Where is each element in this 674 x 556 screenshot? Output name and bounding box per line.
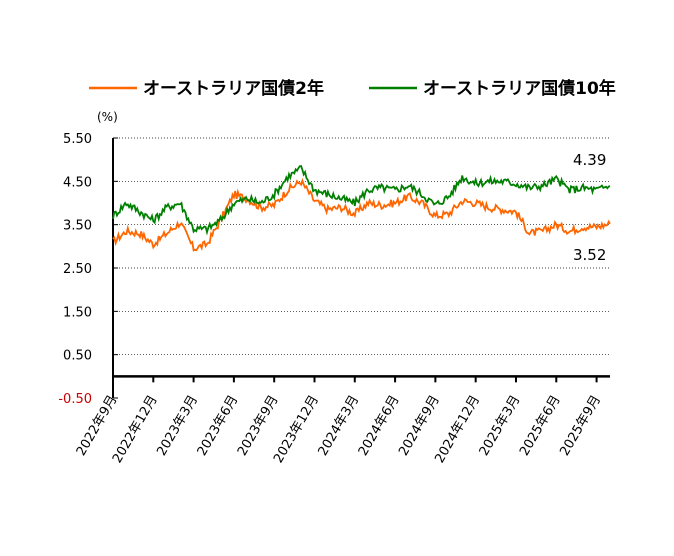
y-tick-label: 1.50	[63, 305, 92, 320]
x-tick-label: 2023年6月	[195, 393, 242, 459]
grid	[113, 137, 610, 356]
x-tick-label: 2023年3月	[154, 393, 201, 459]
series	[112, 165, 611, 252]
end-label-2y: 3.52	[573, 246, 606, 264]
x-tick-label: 2025年6月	[517, 393, 564, 459]
axes	[112, 137, 610, 399]
y-tick-label: 3.50	[63, 219, 92, 234]
legend-label-10y: オーストラリア国債10年	[423, 78, 616, 99]
x-tick-label: 2024年6月	[356, 393, 403, 459]
x-tick-label: 2024年9月	[396, 393, 443, 459]
x-tick-label: 2025年9月	[557, 393, 604, 459]
series-line-2y	[112, 177, 611, 252]
y-tick-label: -0.50	[58, 392, 92, 407]
legend-label-2y: オーストラリア国債2年	[143, 78, 324, 99]
legend: オーストラリア国債2年 オーストラリア国債10年	[89, 78, 616, 99]
y-tick-label: 5.50	[63, 132, 92, 147]
x-tick-label: 2025年3月	[477, 393, 524, 459]
labels: 5.504.503.502.501.500.50-0.502022年9月2022…	[58, 132, 606, 466]
x-tick-label: 2023年9月	[235, 393, 282, 459]
end-label-10y: 4.39	[573, 151, 606, 169]
y-tick-label: 0.50	[63, 349, 92, 364]
series-line-10y	[112, 165, 611, 236]
x-tick-label: 2024年3月	[316, 393, 363, 459]
y-tick-label: 2.50	[63, 262, 92, 277]
y-unit-label: (%)	[97, 110, 118, 124]
y-tick-label: 4.50	[63, 175, 92, 190]
